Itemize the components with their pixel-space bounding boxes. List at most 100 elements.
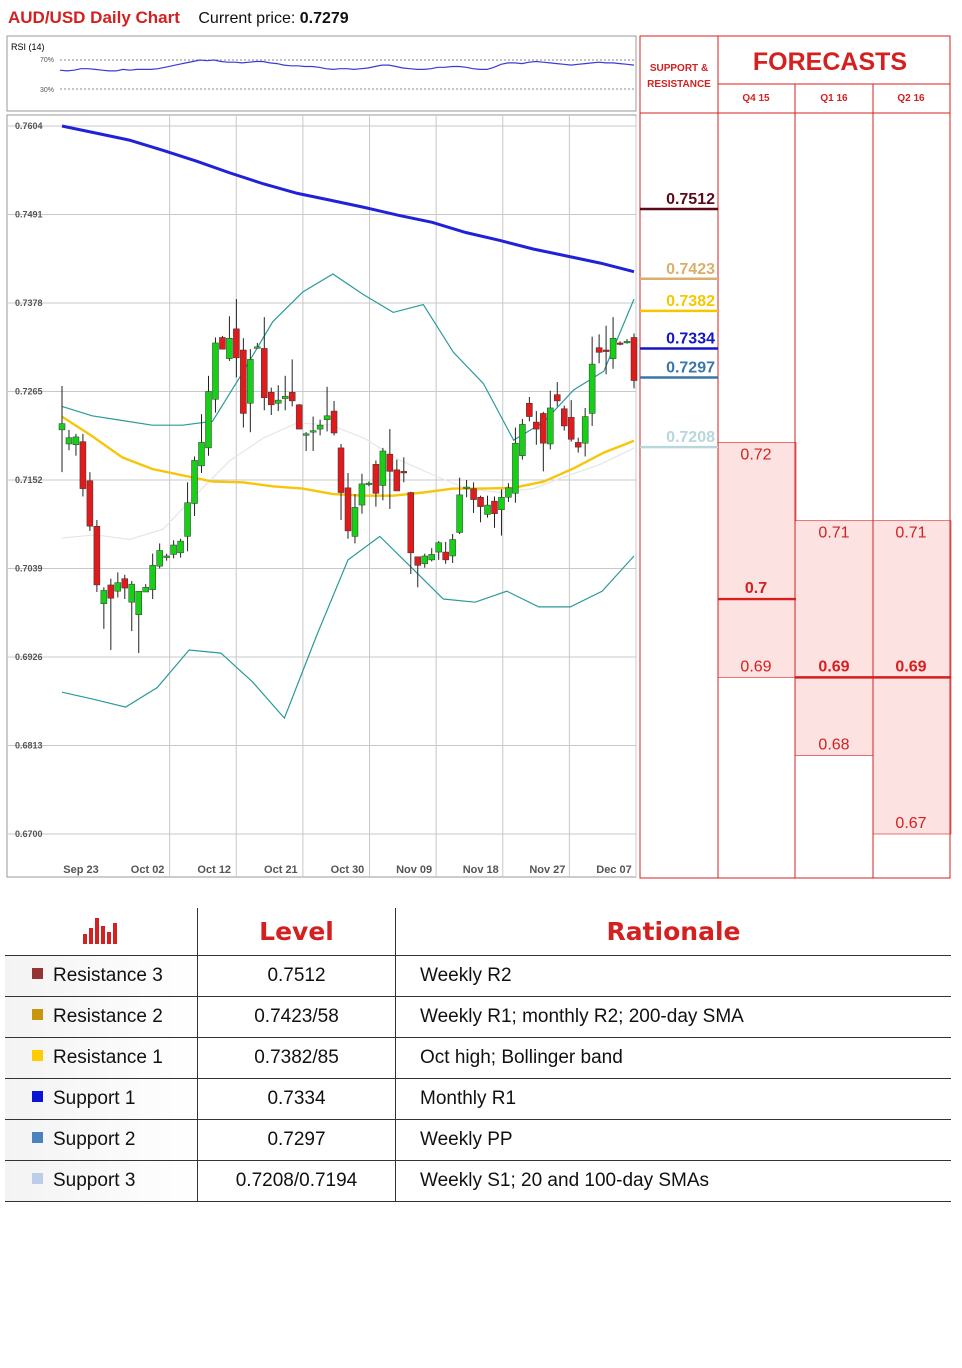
rsi-lower-label: 30% (40, 87, 54, 94)
candle-body (386, 453, 394, 472)
candle (547, 390, 554, 450)
candle (540, 411, 547, 472)
candle (93, 519, 101, 592)
candle-body (316, 424, 324, 430)
candle-body (491, 500, 498, 514)
candle (142, 584, 149, 593)
candle (435, 541, 442, 560)
forecast-low: 0.67 (895, 815, 926, 832)
period-q4-15: Q4 15 (742, 93, 770, 104)
x-tick-label: Oct 21 (264, 864, 298, 876)
candle-body (519, 424, 526, 456)
candle-body (79, 441, 87, 489)
x-tick-label: Nov 27 (529, 864, 565, 876)
candle-body (128, 583, 136, 603)
candle (170, 540, 177, 559)
level-header: Level (197, 908, 396, 956)
candle (233, 299, 240, 378)
candle-body (323, 415, 331, 420)
sma-200-line (61, 124, 635, 274)
candle-body (365, 482, 373, 485)
candle-body (526, 402, 533, 417)
candle-body (233, 328, 240, 359)
candle (316, 419, 324, 436)
forecasts-title: FORECASTS (753, 48, 907, 76)
y-tick-label: 0.7152 (15, 475, 43, 485)
candle-body (281, 395, 289, 399)
candle-body (609, 337, 617, 359)
candle (114, 572, 122, 598)
candle (302, 432, 310, 452)
table-header-icon (5, 908, 198, 956)
candle-body (142, 587, 149, 593)
candle-body (337, 447, 345, 493)
candle-body (274, 399, 282, 404)
candle (156, 543, 163, 569)
candle-body (100, 590, 108, 604)
candle-body (302, 433, 310, 436)
candle-body (330, 410, 338, 434)
candle-body (114, 582, 122, 592)
candle (309, 416, 317, 452)
x-tick-label: Nov 18 (463, 864, 499, 876)
chart-title: AUD/USD Daily Chart (8, 8, 180, 27)
candle (428, 548, 435, 562)
candle (602, 325, 610, 375)
legend-swatch (32, 1132, 43, 1144)
row-rationale: Weekly S1; 20 and 100-day SMAs (395, 1160, 951, 1202)
candle (449, 534, 456, 564)
forecast-low: 0.68 (818, 737, 849, 754)
candle (205, 375, 212, 456)
candle (630, 333, 638, 389)
candle (288, 359, 296, 407)
candle-body (226, 337, 233, 359)
candle-body (623, 341, 631, 344)
candle (135, 590, 142, 654)
candle-body (630, 337, 638, 381)
price-panel: 0.7604 0.7491 0.7378 0.7265 0.7152 0.7039 0.69… (6, 114, 638, 878)
candle (149, 553, 156, 600)
candle-body (400, 471, 408, 474)
row-rationale: Weekly R2 (395, 955, 951, 997)
rationale-header: Rationale (395, 908, 951, 956)
x-tick-label: Nov 09 (396, 864, 432, 876)
candle (58, 386, 66, 473)
candle-body (344, 487, 352, 532)
candle (623, 339, 631, 344)
candle (163, 553, 170, 561)
row-rationale: Weekly R1; monthly R2; 200-day SMA (395, 996, 951, 1038)
candle (337, 443, 345, 520)
candle (72, 433, 80, 456)
y-tick-label: 0.6700 (15, 829, 43, 839)
candle-body (505, 487, 512, 498)
rsi-label: RSI (14) (11, 42, 45, 52)
candle-body (456, 494, 463, 533)
candle-body (205, 391, 212, 449)
table-row: Support 3 0.7208/0.7194 Weekly S1; 20 an… (5, 1160, 951, 1202)
candle (100, 587, 108, 629)
row-rationale: Monthly R1 (395, 1078, 951, 1120)
row-name: Resistance 1 (53, 1047, 163, 1068)
row-rationale: Weekly PP (395, 1119, 951, 1161)
candle-body (358, 483, 366, 506)
candle (470, 482, 477, 513)
candle-body (484, 504, 491, 515)
candle-body (288, 392, 296, 402)
sr-level-label: 0.7208 (666, 429, 715, 446)
forecast-range (717, 442, 797, 678)
candle-body (616, 342, 624, 345)
candle (323, 386, 331, 432)
y-tick-label: 0.6926 (15, 652, 43, 662)
candle-body (428, 554, 435, 561)
candle (616, 341, 624, 346)
candle (498, 489, 505, 536)
candle (65, 429, 73, 451)
candle (261, 317, 268, 411)
candle (240, 338, 247, 428)
candle (386, 429, 394, 509)
candle (414, 556, 422, 588)
legend-swatch (32, 1173, 43, 1185)
y-tick-label: 0.7265 (15, 387, 43, 397)
y-tick-label: 0.7604 (15, 121, 43, 131)
y-tick-label: 0.7039 (15, 564, 43, 574)
